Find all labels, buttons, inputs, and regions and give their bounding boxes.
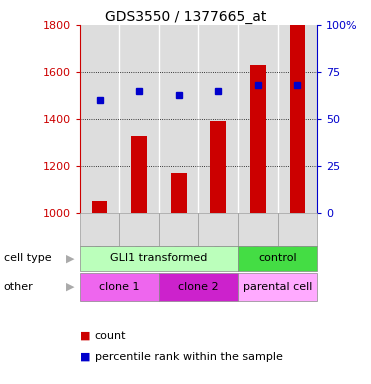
Text: ■: ■ bbox=[80, 352, 90, 362]
Bar bbox=[159, 25, 198, 213]
Bar bbox=[250, 65, 266, 213]
Text: ▶: ▶ bbox=[66, 253, 75, 263]
Bar bbox=[198, 25, 238, 213]
Text: clone 2: clone 2 bbox=[178, 282, 219, 292]
Text: control: control bbox=[258, 253, 297, 263]
Bar bbox=[289, 25, 305, 213]
Bar bbox=[119, 25, 159, 213]
Bar bbox=[278, 25, 317, 213]
Bar bbox=[171, 173, 187, 213]
Text: GLI1 transformed: GLI1 transformed bbox=[110, 253, 208, 263]
Text: count: count bbox=[95, 331, 126, 341]
Text: ▶: ▶ bbox=[66, 282, 75, 292]
Text: parental cell: parental cell bbox=[243, 282, 312, 292]
Bar bbox=[131, 136, 147, 213]
Text: cell type: cell type bbox=[4, 253, 51, 263]
Text: clone 1: clone 1 bbox=[99, 282, 139, 292]
Bar bbox=[92, 201, 108, 213]
Text: ■: ■ bbox=[80, 331, 90, 341]
Text: GDS3550 / 1377665_at: GDS3550 / 1377665_at bbox=[105, 10, 266, 23]
Bar bbox=[80, 25, 119, 213]
Bar bbox=[238, 25, 278, 213]
Text: percentile rank within the sample: percentile rank within the sample bbox=[95, 352, 282, 362]
Bar bbox=[210, 121, 226, 213]
Text: other: other bbox=[4, 282, 33, 292]
